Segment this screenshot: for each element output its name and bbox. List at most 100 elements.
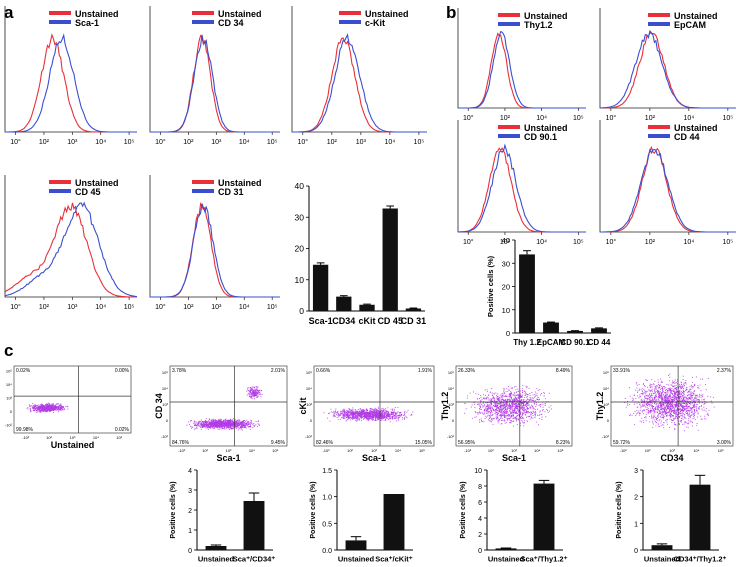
x-tick-label: 10⁴ [536,115,547,122]
x-tick-label: 10⁵ [267,139,278,146]
x-tick-label: 10⁴ [93,435,99,440]
y-tick-label: 30 [295,212,305,222]
x-tick-label: 10² [46,435,52,440]
quadrant-lr-percent: 3.00% [717,440,732,446]
category-label: CD 45 [377,316,403,326]
y-tick-label: 3 [634,468,638,475]
x-tick-label: 10⁵ [414,139,425,146]
y-tick-label: 4 [188,468,192,475]
quadrant-ur-percent: 0.00% [115,368,130,374]
legend-unstained-swatch [49,180,71,184]
x-tick-label: 10² [500,115,511,122]
unstained-curve [600,31,736,109]
category-label: Sca⁺/CD34⁺ [233,555,276,564]
x-tick-label: 10⁴ [95,139,106,146]
legend-unstained-label: Unstained [524,123,568,133]
dot-cluster [624,373,715,432]
y-axis-label: Positive cells (%) [616,481,623,538]
x-tick-label: 10⁵ [718,448,724,453]
dot-plot-frame [455,365,573,447]
marker-curve [600,29,736,109]
x-tick-label: 10² [327,139,338,146]
quadrant-ul-percent: 33.91% [613,368,631,374]
legend-marker-label: CD 45 [75,187,101,197]
y-tick-label: 0 [10,409,13,414]
y-tick-label: 0.0 [322,548,332,555]
dot-plot-frame [13,365,132,434]
legend-marker-label: Thy1.2 [524,20,553,30]
panel-label-a: a [4,3,14,22]
x-tick-label: 10° [155,138,166,146]
x-tick-label: 10² [183,304,194,311]
dot-plot-dp2: 3.78% 2.01% 84.76% 9.45% -10² 10² 10³ 10⁴ 10⁵ 10⁵… [154,365,288,463]
x-tick-label: 10⁴ [239,304,250,311]
quadrant-ul-percent: 0.02% [16,368,31,374]
dot-plot-dp5: 33.91% 2.37% 59.72% 3.00% -10² 10² 10³ 10⁴ 10⁵ 10… [595,365,734,463]
x-axis-label: Sca-1 [362,453,386,463]
legend-unstained-swatch [192,11,214,15]
category-label: Sca-1 [309,316,333,326]
dot-plot-dp1: 0.02% 0.00% 99.98% 0.02% -10² 10² 10³ 10⁴ 10⁵ 10⁵… [5,365,132,450]
bar [345,540,367,550]
bar-chart-cb4: 0 1 2 3 Positive cells (%) UnstainedCD34⁺/Thy… [616,468,727,564]
category-label: Sca⁺/cKit⁺ [375,555,413,564]
y-tick-label: 6 [478,500,482,507]
x-tick-label: 10³ [226,448,232,453]
unstained-curve [5,33,137,133]
bar [543,322,559,333]
quadrant-ul-percent: 26.33% [458,368,476,374]
x-tick-label: 10° [155,303,166,311]
y-tick-label: 1 [188,528,192,535]
quadrant-ll-percent: 56.95% [458,440,476,446]
marker-curve [458,30,586,109]
x-tick-label: 10⁵ [557,448,563,453]
quadrant-ll-percent: 84.76% [172,440,190,446]
bar [651,545,673,550]
y-axis-label: Positive cells (%) [310,481,317,538]
legend-marker-swatch [192,20,214,24]
x-tick-label: 10⁴ [95,304,106,311]
x-tick-label: 10³ [67,139,78,146]
y-tick-label: 30 [502,259,510,268]
legend-unstained-label: Unstained [75,9,119,19]
x-tick-label: 10° [606,238,617,246]
bar [382,208,398,311]
unstained-curve [458,32,586,109]
y-tick-label: 10⁵ [306,370,312,375]
y-tick-label: 20 [502,283,510,292]
y-tick-label: 8 [478,484,482,491]
bar [405,308,422,311]
x-tick-label: 10² [39,304,50,311]
quadrant-ur-percent: 8.49% [556,368,571,374]
legend-marker-label: CD 90.1 [524,132,557,142]
legend-unstained-label: Unstained [218,178,262,188]
x-axis-label: Unstained [51,440,95,450]
legend-unstained-label: Unstained [674,11,718,21]
category-label: CD34⁺/Thy1.2⁺ [674,555,727,564]
category-label: Unstained [338,555,375,564]
y-tick-label: 0 [452,418,455,423]
y-tick-label: 0 [299,306,304,316]
y-axis-label: CD 34 [154,393,164,419]
x-tick-label: 10⁵ [124,304,135,311]
x-tick-label: 10³ [356,139,367,146]
legend-marker-label: EpCAM [674,20,706,30]
bar [533,483,555,550]
x-tick-label: 10² [202,448,208,453]
y-axis-label: Positive cells (%) [486,255,495,317]
dot-plot-frame [610,365,734,447]
x-tick-label: 10⁴ [693,448,699,453]
x-tick-label: 10² [488,448,494,453]
marker-curve [5,33,137,133]
legend-marker-label: CD 44 [674,132,700,142]
x-tick-label: 10⁴ [384,139,395,146]
unstained-curve [150,34,280,133]
y-tick-label: 10⁵ [448,370,454,375]
y-axis-label: Positive cells (%) [460,481,467,538]
histogram-axes [4,6,137,133]
x-axis-label: Sca-1 [502,453,526,463]
